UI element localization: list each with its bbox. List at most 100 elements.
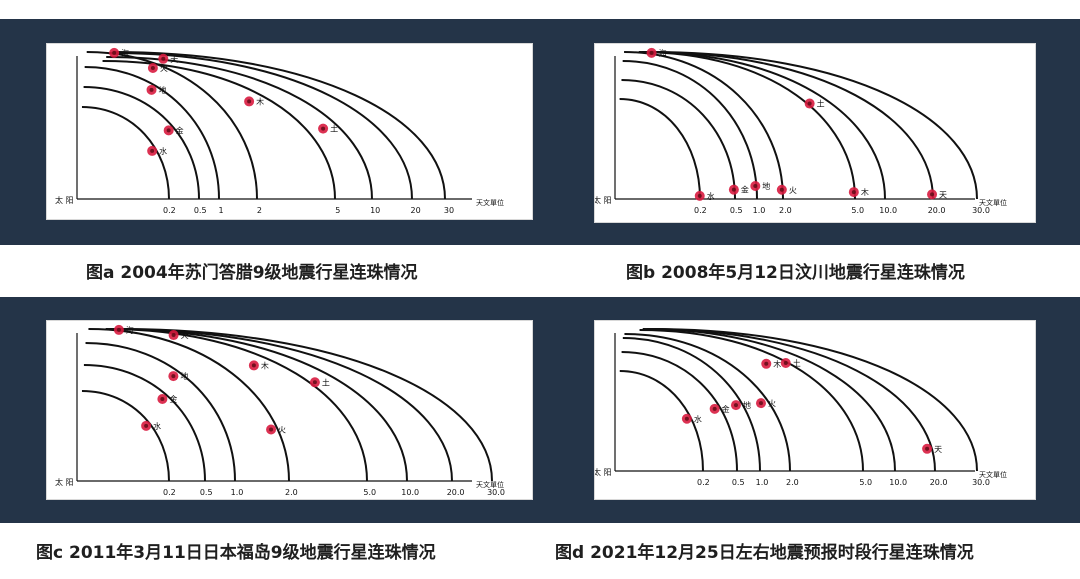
caption-d: 图d 2021年12月25日左右地震预报时段行星连珠情况: [555, 543, 974, 563]
venus-marker-core: [712, 406, 717, 411]
venus-marker-core: [160, 396, 165, 401]
venus-label: 金: [741, 185, 749, 195]
unit-label: 天文單位: [476, 480, 504, 489]
mars-marker-core: [758, 401, 763, 406]
orbit-5: [639, 329, 864, 472]
venus-marker-core: [731, 187, 736, 192]
tick-label-0-5: 0.5: [200, 488, 213, 497]
unit-label: 天文單位: [476, 198, 504, 207]
tick-label-30-0: 30.0: [972, 206, 990, 215]
orbit-8: [113, 51, 446, 200]
venus-label: 金: [176, 125, 184, 135]
tick-label-0-5: 0.5: [730, 206, 743, 215]
tick-label-1-0: 1.0: [231, 488, 244, 497]
planet-alignment-diagram-a: 0.2 0.5 1 2 5 10 20 30 太 阳 天文單位 水 金 地 火木土 天 海: [55, 47, 504, 215]
tick-label-1-0: 1.0: [756, 478, 769, 487]
uranus-label: 天: [934, 445, 942, 454]
planet-alignment-diagram-d: 0.2 0.5 1.0 2.0 5.0 10.0 20.0 30.0 太 阳 天文單位 水 金 地 火 木 土…: [595, 328, 1007, 487]
orbit-2: [83, 86, 200, 200]
saturn-label: 土: [817, 99, 825, 109]
orbit-1: [619, 370, 704, 472]
diagram-panel-a: 0.2 0.5 1 2 5 10 20 30 太 阳 天文單位 水 金 地 火木土 天 海: [46, 43, 533, 220]
orbit-8: [650, 51, 978, 200]
mars-label: 火: [789, 186, 797, 195]
mars-marker-core: [779, 187, 784, 192]
uranus-marker-core: [925, 446, 930, 451]
orbit-5: [638, 51, 856, 200]
tick-label-2-0: 2.0: [779, 206, 792, 215]
mars-label: 火: [160, 64, 168, 73]
diagram-panel-c: 0.2 0.5 1.0 2.0 5.0 10.0 20.0 30.0 太 阳 天文單位 水 金 地火 木土…: [46, 320, 533, 500]
tick-label-10-0: 10.0: [879, 206, 897, 215]
earth-marker-core: [171, 374, 176, 379]
orbit-3: [622, 60, 758, 200]
mars-label: 火: [278, 426, 286, 435]
orbit-2: [83, 364, 206, 482]
earth-label: 地: [762, 181, 770, 191]
mercury-marker-core: [144, 423, 149, 428]
venus-label: 金: [722, 404, 730, 414]
neptune-marker-core: [649, 50, 654, 55]
orbit-7: [110, 52, 413, 200]
neptune-label: 海: [659, 48, 667, 58]
tick-label-2: 2: [257, 206, 262, 215]
orbit-7: [646, 328, 936, 472]
orbit-3: [85, 342, 236, 482]
saturn-label: 土: [322, 377, 330, 387]
tick-label-20-0: 20.0: [928, 206, 946, 215]
saturn-marker-core: [783, 361, 788, 366]
jupiter-label: 木: [861, 187, 869, 197]
tick-label-20: 20: [411, 206, 421, 215]
orbit-3: [84, 66, 220, 200]
tick-label-10: 10: [370, 206, 380, 215]
tick-label-2-0: 2.0: [285, 488, 298, 497]
tick-label-0-5: 0.5: [732, 478, 745, 487]
caption-a: 图a 2004年苏门答腊9级地震行星连珠情况: [86, 263, 418, 283]
unit-label: 天文單位: [979, 470, 1007, 479]
mercury-marker-core: [150, 148, 155, 153]
orbit-1: [81, 390, 170, 482]
sun-label: 太 阳: [55, 477, 74, 487]
tick-label-30-0: 30.0: [487, 488, 505, 497]
neptune-label: 海: [126, 325, 134, 335]
earth-label: 地: [159, 85, 167, 95]
caption-b: 图b 2008年5月12日汶川地震行星连珠情况: [626, 263, 965, 283]
jupiter-marker-core: [247, 99, 252, 104]
orbit-6: [642, 328, 896, 472]
mercury-label: 水: [153, 421, 161, 431]
orbit-2: [621, 79, 736, 200]
tick-label-5-0: 5.0: [363, 488, 376, 497]
tick-label-0-2: 0.2: [163, 488, 176, 497]
mercury-label: 水: [707, 191, 715, 201]
orbit-3: [622, 337, 761, 472]
earth-marker-core: [149, 87, 154, 92]
uranus-marker-core: [171, 333, 176, 338]
mercury-label: 水: [159, 146, 167, 156]
uranus-label: 天: [939, 190, 947, 199]
orbit-4: [88, 328, 290, 482]
tick-label-20-0: 20.0: [930, 478, 948, 487]
orbit-6: [641, 51, 886, 200]
planet-alignment-diagram-b: 0.2 0.5 1.0 2.0 5.0 10.0 20.0 30.0 太 阳 天文單位 水 金 地火 木 土…: [595, 47, 1007, 215]
saturn-label: 土: [793, 358, 801, 368]
mars-label: 火: [768, 399, 776, 408]
orbit-2: [621, 351, 738, 472]
tick-label-20-0: 20.0: [447, 488, 465, 497]
unit-label: 天文單位: [979, 198, 1007, 207]
uranus-label: 天: [170, 55, 178, 64]
jupiter-label: 木: [773, 359, 781, 369]
orbit-5: [105, 328, 368, 482]
jupiter-marker-core: [851, 190, 856, 195]
tick-label-0-5: 0.5: [194, 206, 207, 215]
orbit-8: [650, 328, 978, 472]
mars-marker-core: [269, 427, 274, 432]
neptune-marker-core: [116, 327, 121, 332]
tick-label-0-2: 0.2: [694, 206, 707, 215]
jupiter-label: 木: [261, 360, 269, 370]
orbit-6: [109, 328, 408, 482]
neptune-label: 海: [121, 48, 129, 58]
planet-alignment-diagram-c: 0.2 0.5 1.0 2.0 5.0 10.0 20.0 30.0 太 阳 天文單位 水 金 地火 木土…: [55, 324, 505, 497]
orbit-8: [118, 328, 493, 482]
orbit-1: [619, 98, 701, 200]
venus-label: 金: [169, 394, 177, 404]
